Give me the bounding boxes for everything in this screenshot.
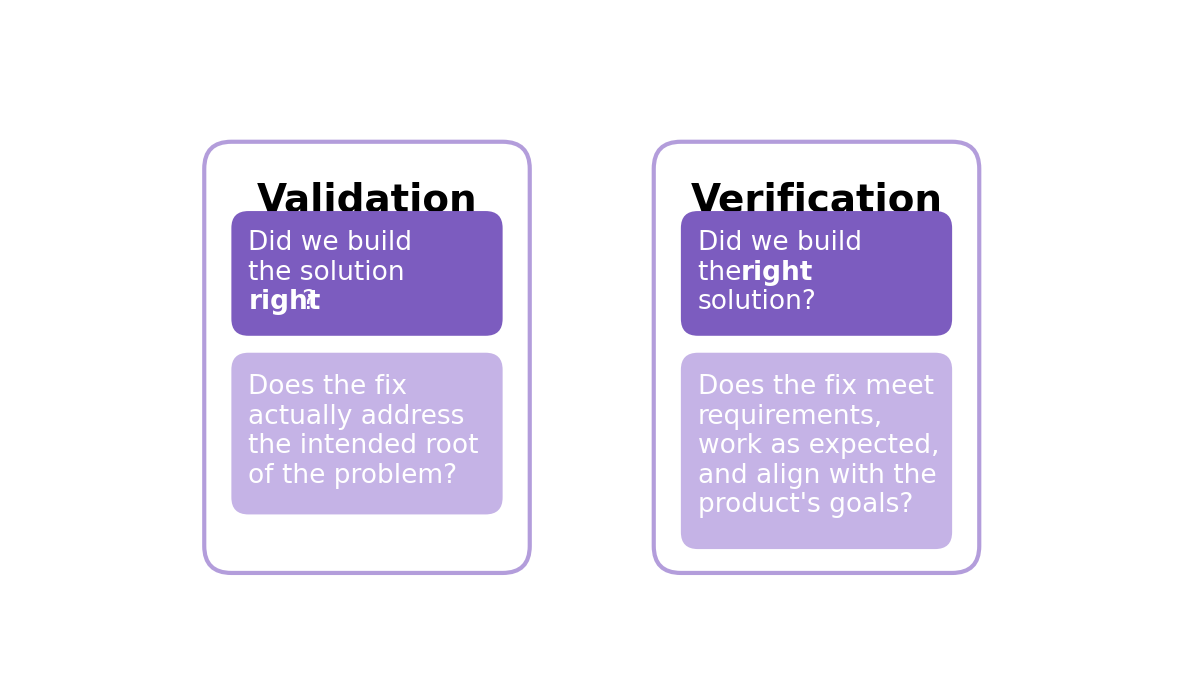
FancyBboxPatch shape xyxy=(680,211,952,336)
Text: work as expected,: work as expected, xyxy=(698,433,940,459)
Text: Validation: Validation xyxy=(257,182,478,220)
Text: and align with the: and align with the xyxy=(698,463,936,489)
Text: the intended root: the intended root xyxy=(248,433,479,459)
Text: Did we build: Did we build xyxy=(248,230,413,256)
Text: solution?: solution? xyxy=(698,289,817,315)
Text: product's goals?: product's goals? xyxy=(698,492,913,518)
Text: Did we build: Did we build xyxy=(698,230,862,256)
Text: Does the fix meet: Does the fix meet xyxy=(698,374,934,400)
FancyBboxPatch shape xyxy=(204,141,529,573)
Text: requirements,: requirements, xyxy=(698,404,883,430)
FancyBboxPatch shape xyxy=(680,353,952,549)
Text: actually address: actually address xyxy=(248,404,464,430)
Text: ?: ? xyxy=(301,289,316,315)
FancyBboxPatch shape xyxy=(232,353,503,514)
Text: of the problem?: of the problem? xyxy=(248,463,457,489)
Text: right: right xyxy=(740,260,812,286)
FancyBboxPatch shape xyxy=(654,141,979,573)
Text: right: right xyxy=(248,289,320,315)
Text: Verification: Verification xyxy=(690,182,942,220)
Text: the: the xyxy=(698,260,750,286)
FancyBboxPatch shape xyxy=(232,211,503,336)
Text: the solution: the solution xyxy=(248,260,406,286)
Text: Does the fix: Does the fix xyxy=(248,374,408,400)
